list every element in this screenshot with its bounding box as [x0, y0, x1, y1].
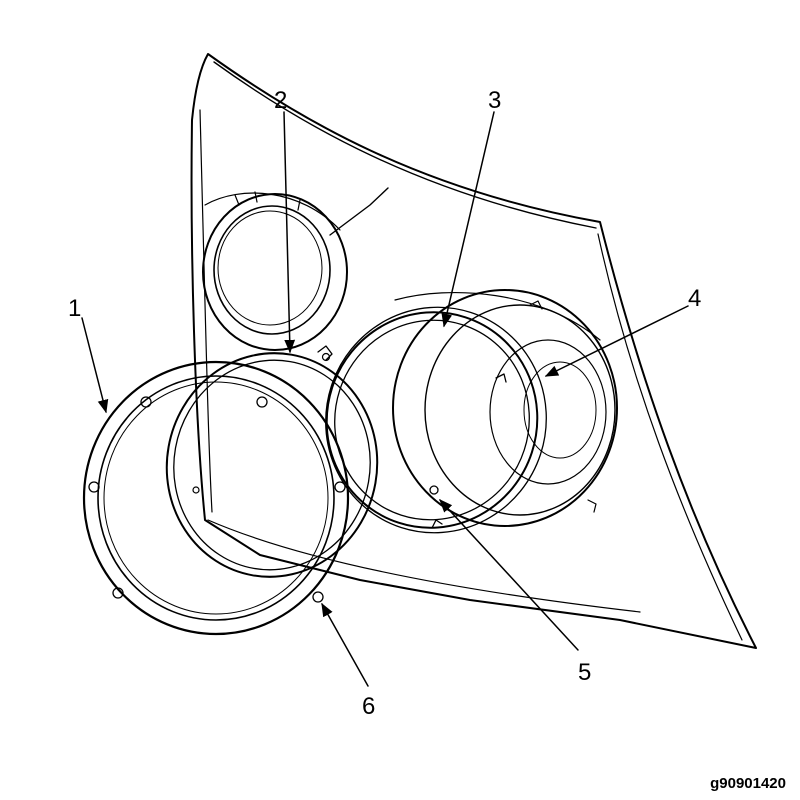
callout-leaders	[81, 111, 689, 687]
callout-5: 5	[578, 659, 591, 686]
outer-trim-ring	[82, 360, 350, 636]
callout-2: 2	[274, 87, 287, 114]
callout-4: 4	[688, 285, 701, 312]
callout-3: 3	[488, 87, 501, 114]
retaining-ring	[165, 345, 379, 578]
lower-lamp-cavity	[392, 289, 618, 527]
headlamp-housing	[190, 53, 757, 649]
callout-1: 1	[68, 295, 81, 322]
figure-id: g90901420	[710, 775, 786, 792]
upper-lamp-opening	[202, 191, 348, 351]
callout-6: 6	[362, 693, 375, 720]
headlamp-bulb-ring	[325, 306, 547, 534]
